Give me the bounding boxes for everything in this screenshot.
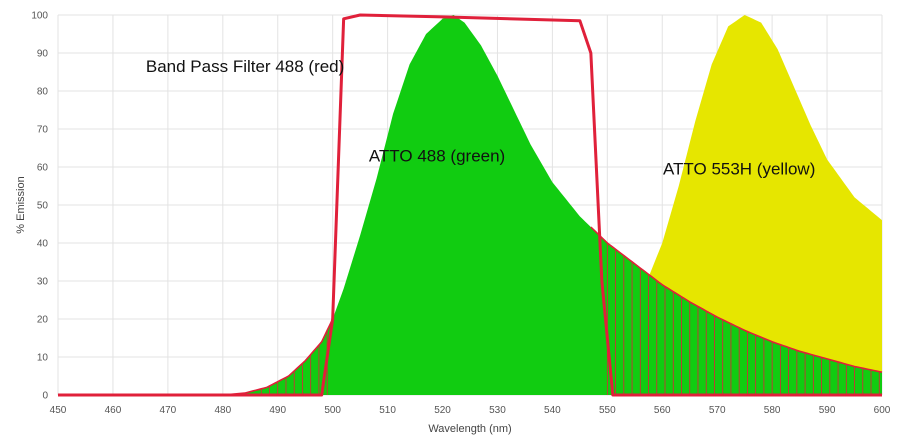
emission-outline-right xyxy=(590,226,883,373)
annotation-atto-488: ATTO 488 (green) xyxy=(369,146,505,165)
annotation-band-pass-filter: Band Pass Filter 488 (red) xyxy=(146,57,344,76)
x-tick-label: 590 xyxy=(819,405,836,416)
chart-lines xyxy=(58,13,883,397)
x-tick-label: 560 xyxy=(654,405,671,416)
x-tick-label: 540 xyxy=(544,405,561,416)
y-tick-label: 0 xyxy=(42,391,48,402)
x-tick-label: 580 xyxy=(764,405,781,416)
x-tick-label: 510 xyxy=(379,405,396,416)
x-tick-label: 520 xyxy=(434,405,451,416)
y-tick-label: 100 xyxy=(31,11,48,22)
y-axis-ticks: 0 10 20 30 40 50 60 70 80 90 100 xyxy=(31,11,48,402)
y-tick-label: 80 xyxy=(37,87,49,98)
x-tick-label: 550 xyxy=(599,405,616,416)
series-atto-553h-area xyxy=(497,15,882,395)
x-tick-label: 490 xyxy=(269,405,286,416)
series-atto-488-area xyxy=(222,15,882,395)
y-tick-label: 30 xyxy=(37,277,49,288)
x-tick-label: 470 xyxy=(160,405,177,416)
x-tick-label: 530 xyxy=(489,405,506,416)
y-tick-label: 10 xyxy=(37,353,49,364)
x-tick-label: 500 xyxy=(324,405,341,416)
x-tick-label: 570 xyxy=(709,405,726,416)
y-tick-label: 90 xyxy=(37,49,49,60)
y-axis-title: % Emission xyxy=(15,176,27,233)
series-band-pass-filter-line xyxy=(58,13,882,397)
y-tick-label: 60 xyxy=(37,163,49,174)
annotation-atto-553h: ATTO 553H (yellow) xyxy=(663,160,815,179)
x-tick-label: 450 xyxy=(50,405,67,416)
chart-areas xyxy=(222,15,882,395)
x-tick-label: 600 xyxy=(874,405,891,416)
x-tick-label: 480 xyxy=(214,405,231,416)
transmission-hatching xyxy=(260,243,880,395)
y-tick-label: 70 xyxy=(37,125,49,136)
y-tick-label: 40 xyxy=(37,239,49,250)
x-axis-ticks: 450 460 470 480 490 500 510 520 530 540 550 560 570 5… xyxy=(50,405,891,416)
y-tick-label: 20 xyxy=(37,315,49,326)
x-tick-label: 460 xyxy=(105,405,122,416)
y-tick-label: 50 xyxy=(37,201,49,212)
x-axis-title: Wavelength (nm) xyxy=(428,423,511,435)
emission-outline-left xyxy=(228,318,334,396)
